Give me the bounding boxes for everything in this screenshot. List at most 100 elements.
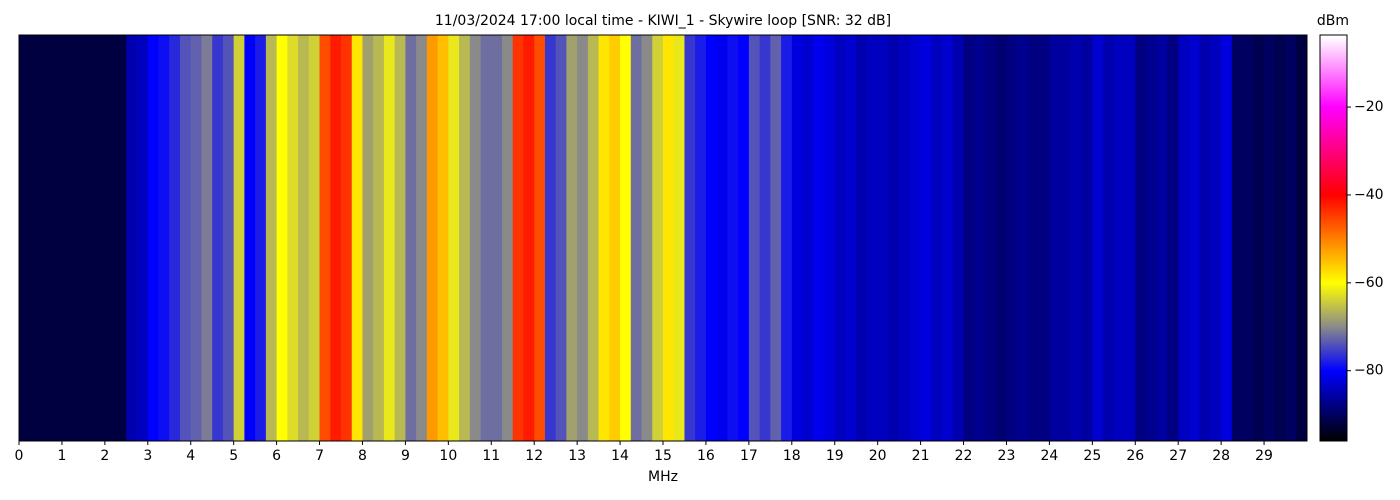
spectrum-column — [716, 35, 728, 441]
colorbar-label: dBm — [1317, 13, 1349, 29]
spectrum-column — [824, 35, 836, 441]
spectrum-column — [1113, 35, 1125, 441]
spectrum-column — [1049, 35, 1061, 441]
spectrum-column — [577, 35, 589, 441]
x-tick-label: 6 — [272, 448, 281, 464]
spectrum-column — [244, 35, 256, 441]
spectrum-column — [705, 35, 718, 441]
spectrum-column — [770, 35, 782, 441]
colorbar-tick-label: −20 — [1354, 99, 1384, 115]
spectrum-column — [1060, 35, 1072, 441]
spectrum-column — [1006, 35, 1018, 441]
spectrum-column — [1264, 35, 1276, 441]
spectrum-column — [1135, 35, 1147, 441]
spectrum-column — [362, 35, 374, 441]
colorbar — [1319, 34, 1348, 442]
spectrum-column — [727, 35, 739, 441]
spectrum-column — [1188, 35, 1201, 441]
spectrum-column — [147, 35, 159, 441]
spectrum-column — [1221, 35, 1233, 441]
spectrum-column — [341, 35, 353, 441]
spectrum-column — [426, 35, 438, 441]
x-tick-label: 25 — [1083, 448, 1101, 464]
spectrum-column — [1103, 35, 1115, 441]
spectrum-column — [1242, 35, 1254, 441]
spectrum-column — [748, 35, 760, 441]
x-tick-label: 26 — [1126, 448, 1144, 464]
spectrum-column — [51, 35, 63, 441]
colorbar-tick-label: −60 — [1354, 275, 1384, 291]
x-tick-label: 13 — [568, 448, 586, 464]
spectrum-column — [233, 35, 245, 441]
spectrum-column — [909, 35, 921, 441]
spectrum-column — [265, 35, 277, 441]
spectrum-column — [158, 35, 170, 441]
x-tick-label: 3 — [143, 448, 152, 464]
spectrum-column — [1199, 35, 1211, 441]
spectrum-column — [61, 35, 74, 441]
spectrum-column — [813, 35, 825, 441]
spectrum-column — [1210, 35, 1222, 441]
spectrum-column — [963, 35, 975, 441]
spectrum-column — [276, 35, 288, 441]
spectrum-column — [834, 35, 846, 441]
x-tick-label: 22 — [955, 448, 973, 464]
spectrum-column — [620, 35, 632, 441]
spectrum-column — [212, 35, 224, 441]
spectrum-column — [502, 35, 514, 441]
spectrum-column — [673, 35, 685, 441]
x-tick-label: 10 — [439, 448, 457, 464]
spectrum-column — [652, 35, 664, 441]
spectrum-column — [1017, 35, 1029, 441]
spectrum-column — [1274, 35, 1286, 441]
spectrum-column — [609, 35, 621, 441]
spectrum-column — [1285, 35, 1297, 441]
x-tick-label: 8 — [358, 448, 367, 464]
spectrum-column — [330, 35, 342, 441]
spectrum-column — [459, 35, 471, 441]
x-tick-label: 9 — [401, 448, 410, 464]
x-tick-label: 14 — [611, 448, 629, 464]
spectrum-column — [899, 35, 911, 441]
spectrum-column — [1156, 35, 1168, 441]
spectrum-column — [373, 35, 385, 441]
spectrum-column — [201, 35, 213, 441]
spectrum-column — [641, 35, 653, 441]
spectrum-column — [394, 35, 406, 441]
spectrum-column — [877, 35, 889, 441]
spectrum-column — [255, 35, 267, 441]
spectrum-column — [630, 35, 642, 441]
spectrum-column — [587, 35, 599, 441]
spectrum-column — [1231, 35, 1243, 441]
spectrum-column — [169, 35, 181, 441]
x-tick-label: 0 — [15, 448, 24, 464]
spectrum-column — [738, 35, 750, 441]
spectrum-column — [1167, 35, 1179, 441]
x-tick-label: 27 — [1169, 448, 1187, 464]
x-tick-label: 11 — [482, 448, 500, 464]
spectrum-column — [534, 35, 546, 441]
colorbar-tick-label: −40 — [1354, 187, 1384, 203]
x-tick-label: 1 — [57, 448, 66, 464]
spectrum-column — [555, 35, 567, 441]
x-tick-label: 4 — [186, 448, 195, 464]
spectrum-column — [319, 35, 331, 441]
spectrum-column — [598, 35, 610, 441]
spectrum-column — [1027, 35, 1040, 441]
spectrum-column — [1146, 35, 1158, 441]
spectrum-column — [104, 35, 116, 441]
spectrum-column — [995, 35, 1007, 441]
x-tick-label: 17 — [740, 448, 758, 464]
spectrum-column — [942, 35, 954, 441]
x-tick-label: 12 — [525, 448, 543, 464]
spectrum-column — [512, 35, 524, 441]
x-tick-label: 2 — [100, 448, 109, 464]
spectrum-column — [781, 35, 793, 441]
spectrum-column — [29, 35, 41, 441]
spectrum-column — [974, 35, 986, 441]
spectrum-column — [856, 35, 868, 441]
spectrum-column — [405, 35, 417, 441]
x-tick-label: 18 — [783, 448, 801, 464]
x-tick-label: 29 — [1255, 448, 1273, 464]
